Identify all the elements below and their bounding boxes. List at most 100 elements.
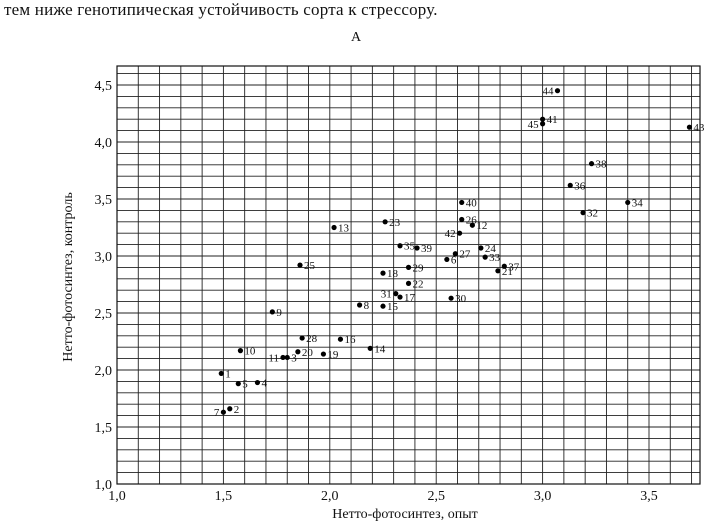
data-point	[320, 351, 327, 357]
data-point-label: 31	[381, 289, 392, 301]
data-point	[337, 336, 344, 342]
y-tick-label: 4,5	[95, 79, 113, 94]
data-point	[448, 295, 454, 301]
data-point-label: 15	[387, 301, 399, 313]
data-point-label: 21	[502, 266, 513, 278]
y-axis-label: Нетто-фотосинтез, контроль	[61, 192, 76, 362]
y-tick-label: 4,0	[95, 136, 113, 151]
data-point-label: 27	[459, 249, 471, 261]
grid	[116, 66, 700, 485]
data-point	[457, 230, 463, 236]
data-point-label: 12	[476, 220, 487, 232]
data-point	[218, 370, 224, 377]
data-point	[540, 116, 546, 122]
data-point	[254, 379, 261, 386]
data-point-label: 22	[413, 278, 424, 290]
x-tick-label: 3,5	[640, 489, 658, 504]
data-point	[469, 222, 475, 228]
data-point-label: 33	[489, 252, 501, 264]
data-point-label: 11	[268, 352, 279, 364]
y-tick-label: 2,0	[95, 364, 113, 379]
data-point	[625, 199, 631, 206]
data-points: 1234567891011121314151617181920212223242…	[214, 86, 705, 419]
data-point-label: 16	[344, 334, 356, 346]
data-point	[540, 121, 546, 127]
data-point	[331, 224, 337, 231]
data-point	[588, 161, 595, 167]
y-tick-label: 1,5	[95, 421, 113, 436]
data-point	[501, 263, 507, 269]
data-point-label: 7	[214, 407, 220, 419]
data-point-label: 4	[261, 378, 267, 390]
data-point	[237, 348, 244, 354]
data-point-label: 8	[364, 300, 370, 312]
data-point	[299, 335, 305, 341]
data-point-label: 13	[338, 223, 350, 235]
data-point-label: 44	[542, 86, 554, 98]
data-point	[284, 354, 290, 361]
data-point-label: 34	[632, 197, 644, 209]
data-point	[380, 270, 386, 276]
data-point-label: 38	[596, 159, 608, 171]
data-point	[405, 280, 412, 286]
data-point	[295, 349, 301, 355]
data-point	[452, 251, 458, 257]
data-point	[459, 216, 465, 223]
data-point-label: 26	[466, 215, 478, 227]
data-point-label: 20	[302, 347, 314, 359]
data-point-label: 6	[451, 254, 457, 266]
data-point	[459, 199, 465, 206]
data-point-label: 43	[693, 122, 705, 134]
x-tick-label: 1,5	[215, 489, 233, 504]
data-point	[580, 210, 586, 216]
data-point-label: 1	[225, 368, 231, 380]
panel-label: А	[350, 30, 362, 45]
y-tick-label: 3,5	[95, 193, 113, 208]
data-point-label: 29	[413, 262, 425, 274]
x-tick-label: 1,0	[108, 489, 126, 504]
data-point-label: 10	[244, 346, 256, 358]
data-point-label: 14	[374, 343, 386, 355]
data-point	[297, 262, 303, 268]
x-axis-label: Нетто-фотосинтез, опыт	[332, 507, 477, 522]
data-point-label: 18	[387, 268, 399, 280]
data-point-label: 28	[306, 333, 318, 345]
data-point-label: 30	[455, 293, 467, 305]
data-point-label: 41	[547, 114, 558, 126]
data-point	[397, 294, 403, 300]
data-point-label: 3	[291, 352, 297, 364]
axis-ticks: 1,0 1,5 2,0 2,5 3,0 3,5 1,0 1,5 2,0 2,5 3,0 3,5 4,0 4…	[95, 79, 658, 504]
data-point	[367, 345, 373, 351]
data-point-label: 37	[508, 261, 520, 273]
x-tick-label: 3,0	[534, 489, 552, 504]
data-point	[482, 254, 488, 260]
x-tick-label: 2,5	[427, 489, 445, 504]
data-point-label: 19	[327, 349, 339, 361]
data-point	[686, 124, 693, 130]
data-point-label: 42	[445, 228, 456, 240]
plot-frame	[116, 65, 701, 485]
data-point-label: 24	[485, 243, 497, 255]
data-point	[444, 256, 450, 263]
data-point-label: 45	[528, 119, 540, 131]
x-tick-label: 2,0	[321, 489, 339, 504]
data-point	[220, 409, 226, 415]
data-point	[380, 303, 386, 309]
data-point	[397, 243, 403, 249]
y-tick-label: 3,0	[95, 250, 113, 265]
data-point-label: 17	[404, 292, 416, 304]
data-point	[382, 219, 388, 225]
data-point-label: 36	[574, 180, 586, 192]
data-point	[235, 381, 241, 387]
data-point	[495, 268, 501, 274]
data-point-label: 25	[304, 260, 316, 272]
data-point-label: 2	[234, 404, 240, 416]
data-point	[356, 302, 363, 308]
data-point-label: 23	[389, 217, 401, 229]
data-point	[405, 264, 412, 270]
data-point-label: 40	[466, 197, 478, 209]
y-tick-label: 2,5	[95, 307, 113, 322]
data-point-label: 9	[276, 307, 282, 319]
data-point	[393, 291, 399, 297]
